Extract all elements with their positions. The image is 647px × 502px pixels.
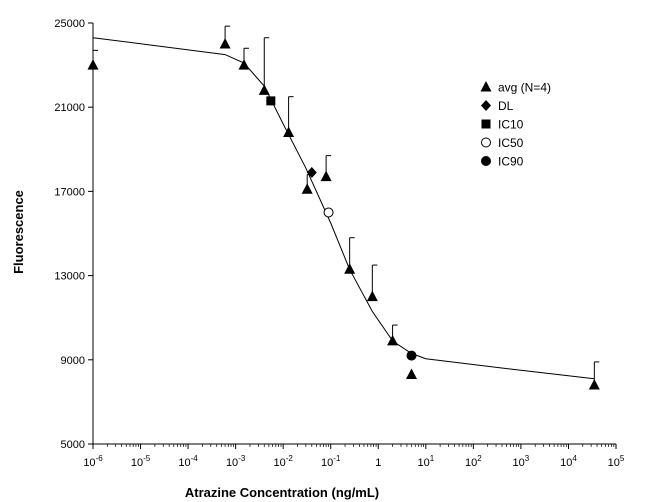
data-point-triangle [344, 263, 356, 274]
legend-label: DL [498, 99, 514, 113]
data-point-triangle [320, 170, 332, 182]
y-tick-label: 25000 [54, 18, 85, 30]
data-point-triangle [588, 379, 600, 390]
data-point-triangle [219, 38, 231, 49]
y-tick-label: 21000 [54, 102, 85, 114]
x-tick-label-base: 10 [321, 457, 333, 469]
x-tick-label: 10-1 [321, 454, 341, 469]
legend-label: IC50 [498, 136, 524, 150]
y-tick-label: 17000 [54, 186, 85, 198]
x-tick-label-base: 10 [273, 457, 285, 469]
data-point-triangle [283, 126, 295, 137]
legend-marker-triangle [480, 81, 492, 92]
x-tick-label-base: 1 [375, 457, 381, 469]
x-tick-label: 10-6 [83, 454, 103, 469]
x-tick-label-exponent: 3 [525, 454, 530, 463]
x-tick-label-exponent: -4 [191, 454, 199, 463]
legend-label: IC90 [498, 155, 524, 169]
data-point-diamond [306, 166, 317, 178]
x-tick-label-exponent: -1 [333, 454, 341, 463]
x-tick-label: 103 [513, 454, 530, 469]
x-tick-label-base: 10 [83, 457, 95, 469]
x-tick-label: 1 [375, 457, 381, 469]
x-tick-label: 104 [560, 454, 577, 469]
x-tick-label-exponent: 2 [477, 454, 482, 463]
x-tick-label: 10-3 [226, 454, 246, 469]
data-point-circle-open [323, 207, 334, 218]
x-axis-title: Atrazine Concentration (ng/mL) [185, 485, 379, 500]
x-tick-label-exponent: 1 [430, 454, 435, 463]
data-point-triangle [301, 183, 313, 194]
x-tick-label-exponent: 4 [572, 454, 577, 463]
x-tick-label-exponent: -5 [143, 454, 151, 463]
x-tick-label: 102 [465, 454, 482, 469]
data-point-triangle [258, 84, 270, 95]
x-tick-label-base: 10 [178, 457, 190, 469]
data-point-triangle [87, 59, 99, 70]
x-tick-label-base: 10 [560, 457, 572, 469]
data-point-triangle [387, 334, 399, 346]
x-tick-label-base: 10 [226, 457, 238, 469]
x-tick-label-exponent: -2 [286, 454, 294, 463]
x-tick-label: 10-2 [273, 454, 293, 469]
legend-marker-circle-open [481, 137, 491, 148]
axes [92, 23, 616, 445]
x-tick-label-base: 10 [417, 457, 429, 469]
x-tick-label: 101 [417, 454, 434, 469]
x-axis-ticks: 10-6 10-5 10-4 10-3 10-2 10-1 1 101 102 103 104 105 [83, 444, 625, 469]
data-point-circle-filled [406, 350, 417, 361]
x-tick-label: 10-5 [131, 454, 151, 469]
y-axis-ticks: 5000 9000 13000 17000 21000 25000 [54, 18, 93, 451]
x-tick-label-exponent: 5 [620, 454, 625, 463]
data-point-triangle [366, 290, 378, 302]
data-points [87, 38, 600, 390]
legend-marker-square [481, 119, 491, 129]
legend-marker-diamond [481, 100, 491, 111]
x-tick-label-base: 10 [131, 457, 143, 469]
data-point-square [266, 96, 276, 106]
x-tick-label-exponent: -3 [238, 454, 246, 463]
x-tick-label-base: 10 [608, 457, 620, 469]
legend-label: avg (N=4) [498, 81, 551, 95]
x-tick-label-base: 10 [513, 457, 525, 469]
x-tick-label: 105 [608, 454, 625, 469]
x-tick-label-base: 10 [465, 457, 477, 469]
legend-marker-circle-filled [481, 156, 491, 166]
data-point-triangle [406, 368, 418, 380]
x-tick-label: 10-4 [178, 454, 198, 469]
legend-label: IC10 [498, 118, 524, 132]
y-axis-title: Fluorescence [11, 190, 26, 274]
legend: avg (N=4) DL IC10 IC50 IC90 [480, 81, 551, 169]
y-tick-label: 13000 [54, 271, 85, 283]
y-tick-label: 9000 [61, 355, 85, 367]
y-tick-label: 5000 [61, 439, 85, 451]
data-point-triangle [238, 59, 250, 70]
x-tick-label-exponent: -6 [96, 454, 104, 463]
